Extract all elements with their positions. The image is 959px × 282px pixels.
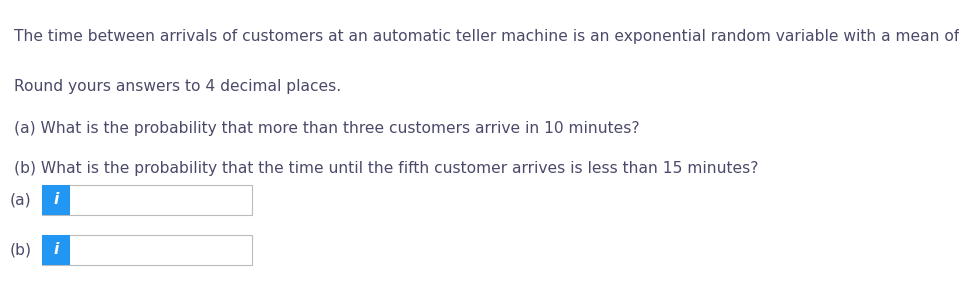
Bar [42, 235, 70, 265]
Bar [42, 235, 252, 265]
Bar [42, 185, 70, 215]
Text: (b): (b) [10, 243, 32, 257]
Text: i: i [54, 193, 58, 208]
Text: (a) What is the probability that more than three customers arrive in 10 minutes?: (a) What is the probability that more th… [14, 121, 640, 136]
Bar [42, 185, 70, 215]
Text: (a): (a) [10, 193, 32, 208]
Bar [42, 185, 252, 215]
Text: Round yours answers to 4 decimal places.: Round yours answers to 4 decimal places. [14, 79, 341, 94]
Text: The time between arrivals of customers at an automatic teller machine is an expo: The time between arrivals of customers a… [14, 29, 959, 44]
Text: (b) What is the probability that the time until the fifth customer arrives is le: (b) What is the probability that the tim… [14, 161, 759, 176]
Bar [42, 235, 70, 265]
Text: i: i [54, 243, 58, 257]
